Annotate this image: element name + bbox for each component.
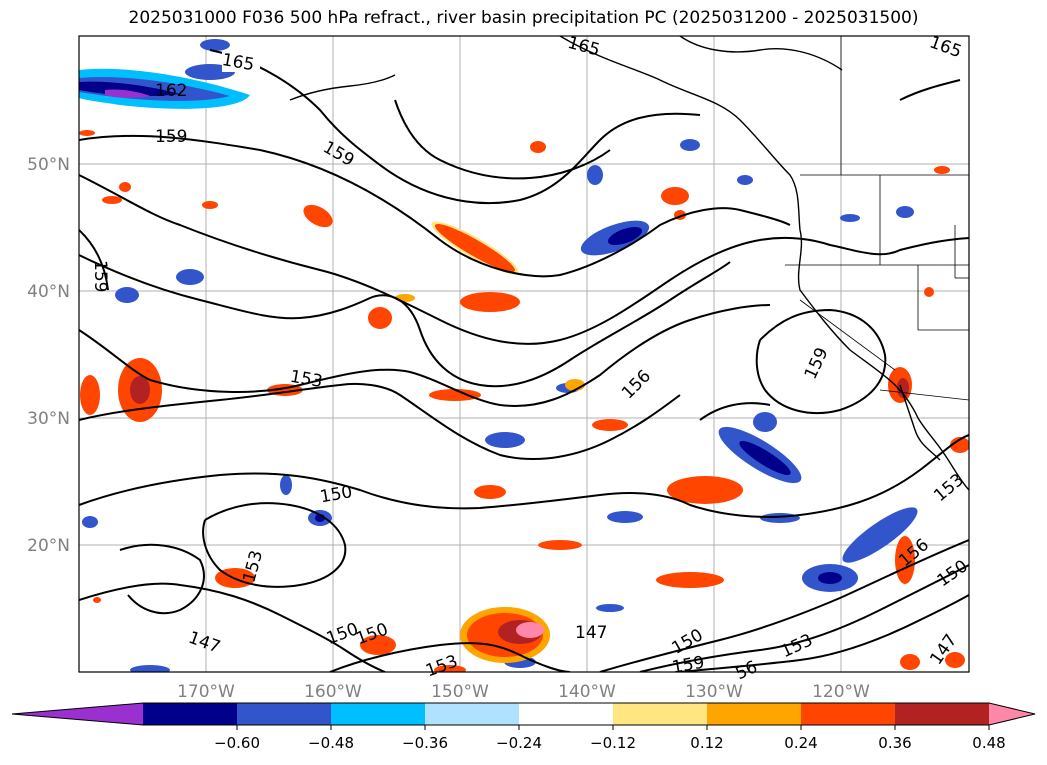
map-title: 2025031000 F036 500 hPa refract., river …: [128, 8, 919, 28]
contour-label: 159: [671, 653, 706, 678]
positive-anomaly-shading: [79, 130, 969, 672]
colorbar-tick-label: −0.48: [308, 734, 354, 752]
colorbar-tick-label: −0.60: [214, 734, 260, 752]
contour-label: 159: [90, 260, 110, 292]
negative-anomaly-shading: [79, 39, 918, 672]
gridlines: [79, 36, 969, 672]
contour-label: 162: [155, 81, 187, 101]
lon-tick-label: 170°W: [177, 682, 235, 702]
lon-tick-label: 130°W: [685, 682, 743, 702]
colorbar-segment: [801, 703, 896, 725]
height-contours: [79, 49, 969, 672]
lon-tick-label: 140°W: [558, 682, 616, 702]
colorbar-tick-label: 0.36: [878, 734, 911, 752]
colorbar-tick-label: 0.24: [784, 734, 817, 752]
colorbar-segment: [613, 703, 708, 725]
contour-label: 159: [155, 127, 187, 147]
lat-tick-label: 40°N: [27, 282, 70, 302]
lat-tick-label: 20°N: [27, 536, 70, 556]
colorbar-segment: [895, 703, 990, 725]
lon-tick-label: 120°W: [812, 682, 870, 702]
lat-tick-label: 50°N: [27, 155, 70, 175]
colorbar-tick-label: −0.12: [590, 734, 636, 752]
contour-label: 147: [575, 623, 607, 643]
colorbar-segment: [425, 703, 520, 725]
colorbar-segment: [143, 703, 238, 725]
lat-tick-label: 30°N: [27, 409, 70, 429]
colorbar-tick-label: 0.12: [690, 734, 723, 752]
lon-tick-label: 150°W: [431, 682, 489, 702]
colorbar-segment: [707, 703, 802, 725]
colorbar-segment: [331, 703, 426, 725]
coastlines: [289, 36, 969, 491]
colorbar-tick-label: 0.48: [972, 734, 1005, 752]
colorbar-segment: [519, 703, 614, 725]
lon-tick-label: 160°W: [304, 682, 362, 702]
colorbar: −0.60 −0.48 −0.36 −0.24 −0.12 0.12 0.24 0.36 0.4…: [11, 702, 1036, 752]
colorbar-tick-label: −0.36: [402, 734, 448, 752]
map-frame: [78, 35, 970, 673]
colorbar-extend-low: [12, 703, 143, 725]
colorbar-tick-label: −0.24: [496, 734, 542, 752]
colorbar-segment: [237, 703, 332, 725]
axis-labels: 170°W 160°W 150°W 140°W 130°W 120°W 50°N…: [27, 155, 870, 702]
colorbar-extend-high: [989, 703, 1035, 725]
